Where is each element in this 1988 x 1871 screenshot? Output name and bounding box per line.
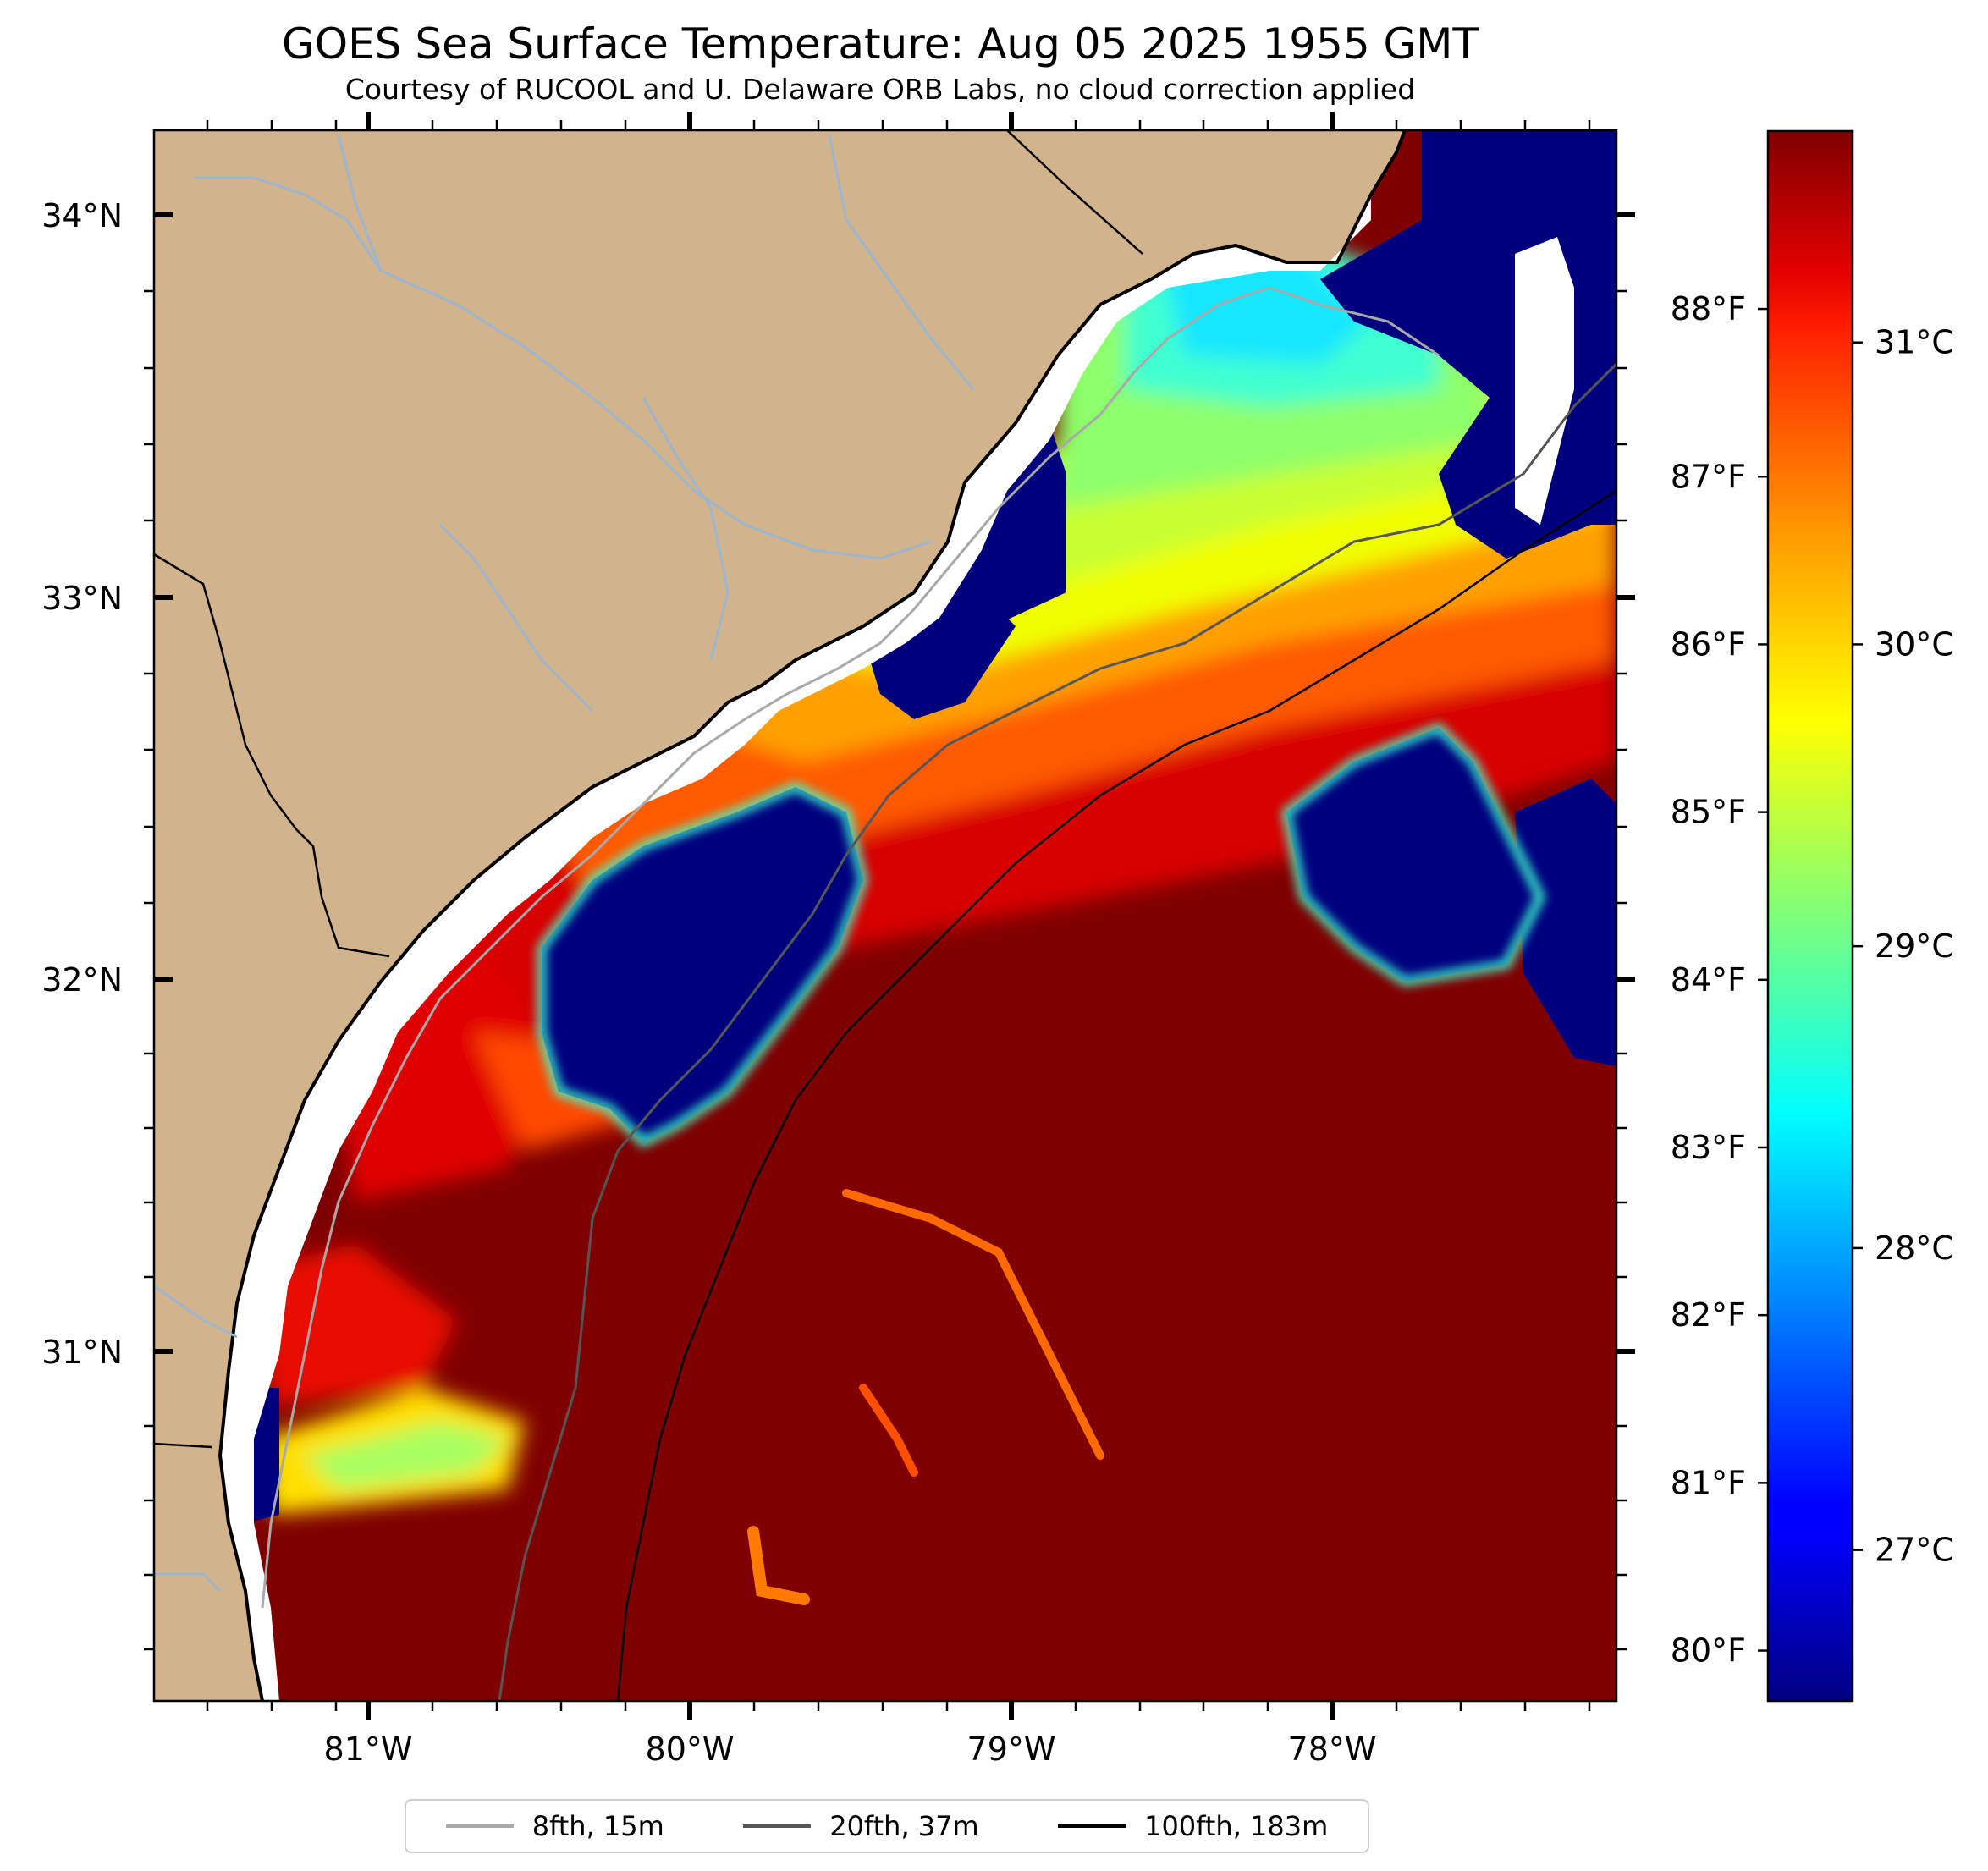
fahrenheit-label: 81°F <box>1671 1464 1746 1501</box>
colorbar-labels: 31°C 30°C 29°C 28°C 27°C 88°F 87°F 86°F 85°F 84°F… <box>1671 290 1954 1669</box>
land-area <box>154 130 1405 1701</box>
cold-patch-rims <box>537 723 1545 1148</box>
lon-label-80: 80°W <box>646 1731 735 1768</box>
fahrenheit-label: 87°F <box>1671 458 1746 495</box>
fahrenheit-label: 82°F <box>1671 1296 1746 1334</box>
map-frame <box>152 129 1618 1703</box>
legend-label: 100fth, 183m <box>1144 1810 1329 1842</box>
fahrenheit-label: 83°F <box>1671 1129 1746 1166</box>
lon-label-79: 79°W <box>967 1731 1056 1768</box>
lat-label-31: 31°N <box>41 1334 123 1371</box>
celsius-label: 29°C <box>1875 927 1954 965</box>
map-subtitle: Courtesy of RUCOOL and U. Delaware ORB L… <box>344 73 1416 106</box>
lon-label-81: 81°W <box>324 1731 413 1768</box>
legend-label: 20fth, 37m <box>829 1810 979 1842</box>
celsius-label: 27°C <box>1875 1532 1954 1569</box>
fahrenheit-label: 88°F <box>1671 290 1746 327</box>
fahrenheit-label: 80°F <box>1671 1632 1746 1670</box>
celsius-label: 31°C <box>1875 324 1954 361</box>
major-ticks <box>154 112 1635 1720</box>
isobaths <box>261 286 1616 1701</box>
no-data-gap <box>1515 237 1574 525</box>
colorbar <box>1766 129 1854 1703</box>
legend-item-20fth: 20fth, 37m <box>743 1810 979 1842</box>
fahrenheit-label: 86°F <box>1671 625 1746 663</box>
colorbar-ticks <box>1758 307 1863 1652</box>
lon-label-78: 78°W <box>1288 1731 1377 1768</box>
celsius-label: 30°C <box>1875 625 1954 663</box>
lat-label-34: 34°N <box>41 197 123 234</box>
fahrenheit-label: 84°F <box>1671 961 1746 999</box>
state-borders <box>154 130 1143 1449</box>
legend-item-8fth: 8fth, 15m <box>445 1810 664 1842</box>
legend-swatch <box>743 1824 812 1828</box>
isobath-legend: 8fth, 15m 20fth, 37m 100fth, 183m <box>405 1799 1369 1853</box>
legend-item-100fth: 100fth, 183m <box>1058 1810 1328 1842</box>
legend-swatch <box>445 1824 514 1828</box>
minor-ticks <box>144 120 1627 1711</box>
map-title: GOES Sea Surface Temperature: Aug 05 202… <box>282 19 1479 69</box>
rivers <box>154 135 975 1593</box>
lat-label-33: 33°N <box>41 580 123 617</box>
fahrenheit-label: 85°F <box>1671 794 1746 831</box>
legend-swatch <box>1058 1824 1126 1828</box>
coastline <box>218 130 1407 1701</box>
legend-label: 8fth, 15m <box>531 1810 664 1842</box>
celsius-label: 28°C <box>1875 1230 1954 1267</box>
lat-label-32: 32°N <box>41 961 123 999</box>
map-plot-area <box>154 130 1616 1701</box>
warm-streak <box>747 1189 1104 1605</box>
nearshore-no-data <box>220 195 1371 1701</box>
